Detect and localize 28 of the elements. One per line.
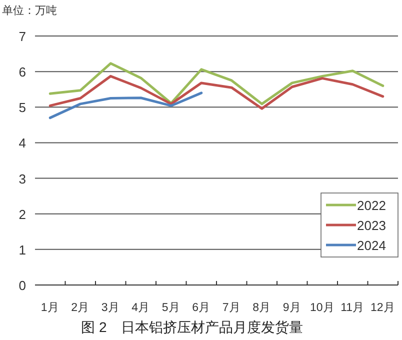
line-series [48, 62, 384, 106]
y-tick-label: 0 [18, 278, 26, 293]
text: 图 2 日本铝挤压材产品月度发货量 [81, 319, 303, 335]
legend-label: 2024 [357, 238, 386, 253]
legend-label: 2022 [357, 198, 386, 213]
x-tick-label: 3月 [101, 301, 120, 314]
x-tick-label: 1月 [40, 301, 60, 314]
legend-label: 2023 [357, 218, 386, 233]
x-tick-label: 9月 [282, 301, 302, 314]
x-tick-label: 10月 [310, 301, 335, 314]
y-tick-label: 5 [18, 100, 26, 116]
line-series [48, 92, 203, 120]
x-tick-label: 6月 [192, 301, 211, 314]
line-series [48, 74, 384, 110]
y-tick-label: 3 [18, 171, 26, 186]
x-tick-label: 7月 [222, 301, 241, 314]
y-tick-label: 6 [18, 64, 26, 80]
y-axis-title: 单位：万吨 [2, 4, 57, 17]
x-tick-label: 11月 [340, 301, 365, 314]
y-tick-label: 1 [18, 242, 26, 258]
y-tick-label: 4 [18, 136, 26, 151]
y-tick-label: 7 [18, 29, 26, 44]
x-tick-label: 4月 [132, 301, 150, 314]
x-tick-label: 2月 [71, 301, 90, 314]
x-tick-label: 12月 [370, 301, 396, 314]
y-tick-label: 2 [18, 206, 26, 222]
x-tick-label: 5月 [162, 301, 180, 314]
x-tick-label: 8月 [252, 301, 272, 314]
